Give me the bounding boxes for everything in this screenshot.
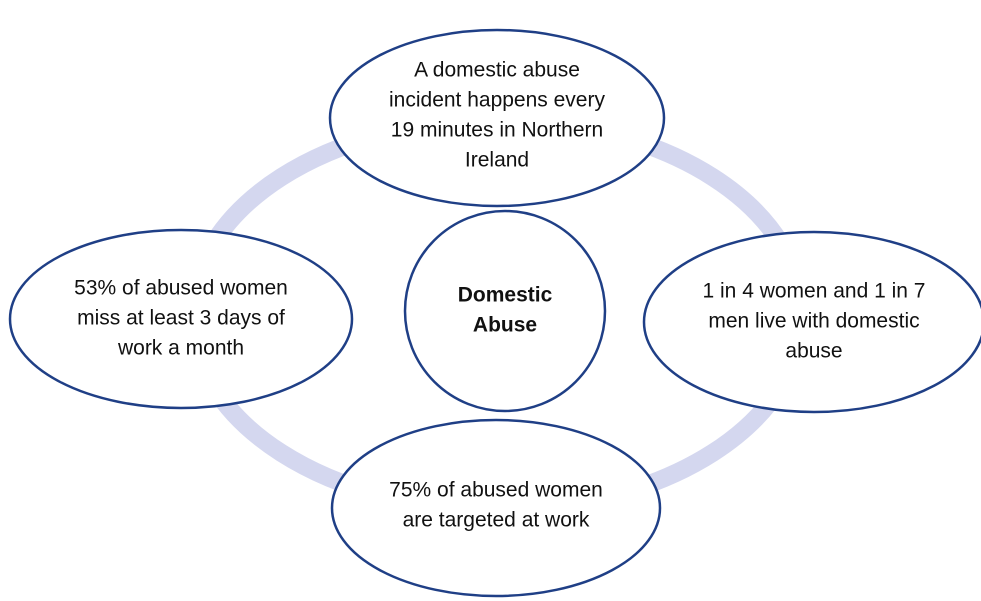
node-ellipse [328, 28, 666, 208]
node-ellipse [642, 230, 981, 414]
node-label: 1 in 4 women and 1 in 7 [703, 280, 926, 303]
node-label: incident happens every [389, 89, 605, 112]
node-label: 75% of abused women [389, 479, 603, 502]
center-label: Domestic [458, 284, 553, 307]
node-label: 19 minutes in Northern [391, 119, 603, 142]
node-label: A domestic abuse [414, 59, 580, 82]
node-label: work a month [117, 337, 244, 360]
node-label: 53% of abused women [74, 277, 288, 300]
node-label: men live with domestic [708, 310, 919, 333]
center-circle [403, 209, 607, 413]
node-ellipse [8, 228, 354, 410]
node-label: miss at least 3 days of [77, 307, 285, 330]
center-label: Abuse [473, 314, 537, 337]
node-label: are targeted at work [403, 509, 590, 532]
node-label: Ireland [465, 149, 529, 172]
node-ellipse [330, 418, 662, 598]
node-label: abuse [785, 340, 842, 363]
